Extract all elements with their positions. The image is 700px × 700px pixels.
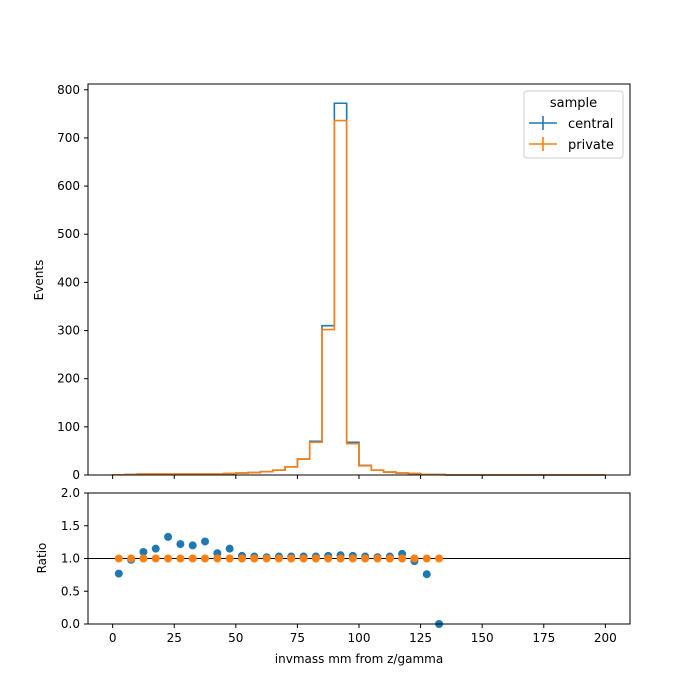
ratio-point-private xyxy=(139,554,148,563)
ratio-point-central xyxy=(201,537,210,546)
ratio-point-private xyxy=(164,554,173,563)
legend-title: sample xyxy=(550,96,597,111)
ratio-point-private xyxy=(225,554,234,563)
ratio-x-tick-label-3: 75 xyxy=(290,631,305,645)
ratio-point-private xyxy=(336,554,345,563)
histogram-y-tick-label-4: 400 xyxy=(57,275,80,289)
ratio-point-private xyxy=(422,554,431,563)
ratio-point-private xyxy=(299,554,308,563)
ratio-series-group xyxy=(114,532,444,628)
ratio-x-tick-label-6: 150 xyxy=(471,631,494,645)
ratio-x-tick-label-5: 125 xyxy=(409,631,432,645)
ratio-y-tick-label-3: 1.5 xyxy=(61,519,80,533)
ratio-point-central xyxy=(164,532,173,541)
ratio-point-private xyxy=(127,554,136,563)
ratio-point-private xyxy=(201,554,210,563)
histogram-y-tick-label-2: 200 xyxy=(57,372,80,386)
ratio-x-tick-label-0: 0 xyxy=(109,631,117,645)
ratio-y-axis-label: Ratio xyxy=(35,543,49,574)
ratio-y-tick-label-0: 0.0 xyxy=(61,617,80,631)
ratio-point-private xyxy=(324,554,333,563)
ratio-point-central xyxy=(151,544,160,553)
ratio-point-private xyxy=(237,554,246,563)
ratio-point-private xyxy=(262,554,271,563)
legend-entry-central: central xyxy=(529,116,613,132)
ratio-x-tick-label-4: 100 xyxy=(348,631,371,645)
ratio-point-central xyxy=(114,569,123,578)
ratio-point-private xyxy=(373,554,382,563)
histogram-y-tick-label-3: 300 xyxy=(57,324,80,338)
histogram-y-axis-label: Events xyxy=(32,260,46,301)
ratio-x-ticks: 0 25 50 75 100 125 150 175 200 xyxy=(109,624,617,645)
ratio-point-private xyxy=(385,554,394,563)
ratio-point-private xyxy=(410,554,419,563)
ratio-x-tick-label-1: 25 xyxy=(167,631,182,645)
histogram-y-tick-label-1: 100 xyxy=(57,420,80,434)
legend-box xyxy=(523,90,624,159)
histogram-y-tick-label-8: 800 xyxy=(57,83,80,97)
ratio-point-private xyxy=(114,554,123,563)
ratio-point-central xyxy=(225,544,234,553)
histogram-panel: 0 100 200 300 400 500 600 700 800 Events sample … xyxy=(32,83,631,482)
legend-label-central: central xyxy=(568,117,613,132)
ratio-point-private xyxy=(361,554,370,563)
ratio-point-private xyxy=(176,554,185,563)
histogram-y-tick-label-0: 0 xyxy=(72,468,80,482)
ratio-point-private xyxy=(311,554,320,563)
ratio-point-private xyxy=(213,554,222,563)
ratio-y-ticks: 0.0 0.5 1.0 1.5 2.0 xyxy=(61,486,88,631)
histogram-y-ticks: 0 100 200 300 400 500 600 700 800 xyxy=(57,83,88,482)
ratio-point-private xyxy=(151,554,160,563)
legend: sample central private xyxy=(523,90,624,159)
ratio-point-private xyxy=(348,554,357,563)
ratio-x-tick-label-2: 50 xyxy=(228,631,243,645)
ratio-y-tick-label-1: 0.5 xyxy=(61,584,80,598)
ratio-y-tick-label-2: 1.0 xyxy=(61,552,80,566)
histogram-x-ticks xyxy=(112,475,606,479)
ratio-point-private xyxy=(398,554,407,563)
ratio-point-central xyxy=(139,547,148,556)
histogram-y-tick-label-5: 500 xyxy=(57,227,80,241)
ratio-point-private xyxy=(287,554,296,563)
ratio-point-private xyxy=(274,554,283,563)
ratio-point-private xyxy=(435,554,444,563)
ratio-y-tick-label-4: 2.0 xyxy=(61,486,80,500)
ratio-point-central xyxy=(422,570,431,579)
ratio-x-tick-label-8: 200 xyxy=(594,631,617,645)
histogram-y-tick-label-7: 700 xyxy=(57,131,80,145)
ratio-point-central xyxy=(176,540,185,549)
ratio-x-tick-label-7: 175 xyxy=(532,631,555,645)
ratio-point-private xyxy=(188,554,197,563)
ratio-point-private xyxy=(250,554,259,563)
legend-entry-private: private xyxy=(529,137,614,153)
x-axis-label: invmass mm from z/gamma xyxy=(275,652,443,666)
legend-label-private: private xyxy=(568,138,614,153)
histogram-y-tick-label-6: 600 xyxy=(57,179,80,193)
ratio-panel: 0.0 0.5 1.0 1.5 2.0 0 25 50 75 100 125 150 175 200 R… xyxy=(35,486,631,666)
ratio-point-central xyxy=(188,541,197,550)
